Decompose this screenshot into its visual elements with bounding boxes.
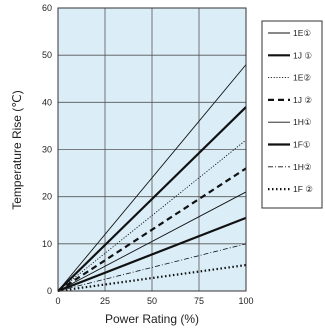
legend-label-3: 1E② — [293, 73, 311, 83]
series-layer — [57, 64, 247, 293]
x-tick-label: 25 — [100, 296, 110, 306]
series-line-7 — [57, 243, 247, 292]
x-tick-label: 0 — [55, 296, 60, 306]
series-line-1 — [57, 64, 247, 292]
y-axis-label: Temperature Rise (℃) — [10, 90, 24, 210]
x-tick-label: 50 — [147, 296, 157, 306]
y-tick-label: 60 — [42, 3, 52, 13]
legend-box — [261, 20, 323, 209]
y-tick-label: 20 — [42, 192, 52, 202]
series-line-5 — [57, 191, 247, 292]
legend: 1E① 1J ① 1E② 1J ② 1H① 1F① 1H② 1F ② — [261, 20, 323, 209]
y-tick-label: 50 — [42, 50, 52, 60]
legend-label-8: 1F ② — [293, 184, 313, 194]
y-tick-labels: 0 10 20 30 40 50 60 — [42, 3, 52, 296]
x-tick-label: 100 — [238, 296, 253, 306]
x-tick-labels: 0 25 50 75 100 — [55, 296, 253, 306]
legend-label-5: 1H① — [293, 117, 312, 127]
legend-label-7: 1H② — [293, 162, 312, 172]
plot-area-border — [57, 7, 247, 292]
x-tick-label: 75 — [194, 296, 204, 306]
legend-label-1: 1E① — [293, 28, 311, 38]
series-line-2 — [57, 106, 247, 292]
legend-label-6: 1F① — [293, 140, 311, 150]
legend-label-2: 1J ① — [293, 50, 312, 60]
series-line-4 — [57, 167, 247, 292]
y-tick-label: 10 — [42, 239, 52, 249]
y-tick-label: 40 — [42, 97, 52, 107]
x-axis-label: Power Rating (%) — [105, 312, 199, 326]
legend-label-4: 1J ② — [293, 95, 312, 105]
series-line-3 — [57, 139, 247, 292]
y-tick-label: 30 — [42, 145, 52, 155]
series-line-6 — [57, 216, 247, 293]
y-tick-label: 0 — [47, 286, 52, 296]
